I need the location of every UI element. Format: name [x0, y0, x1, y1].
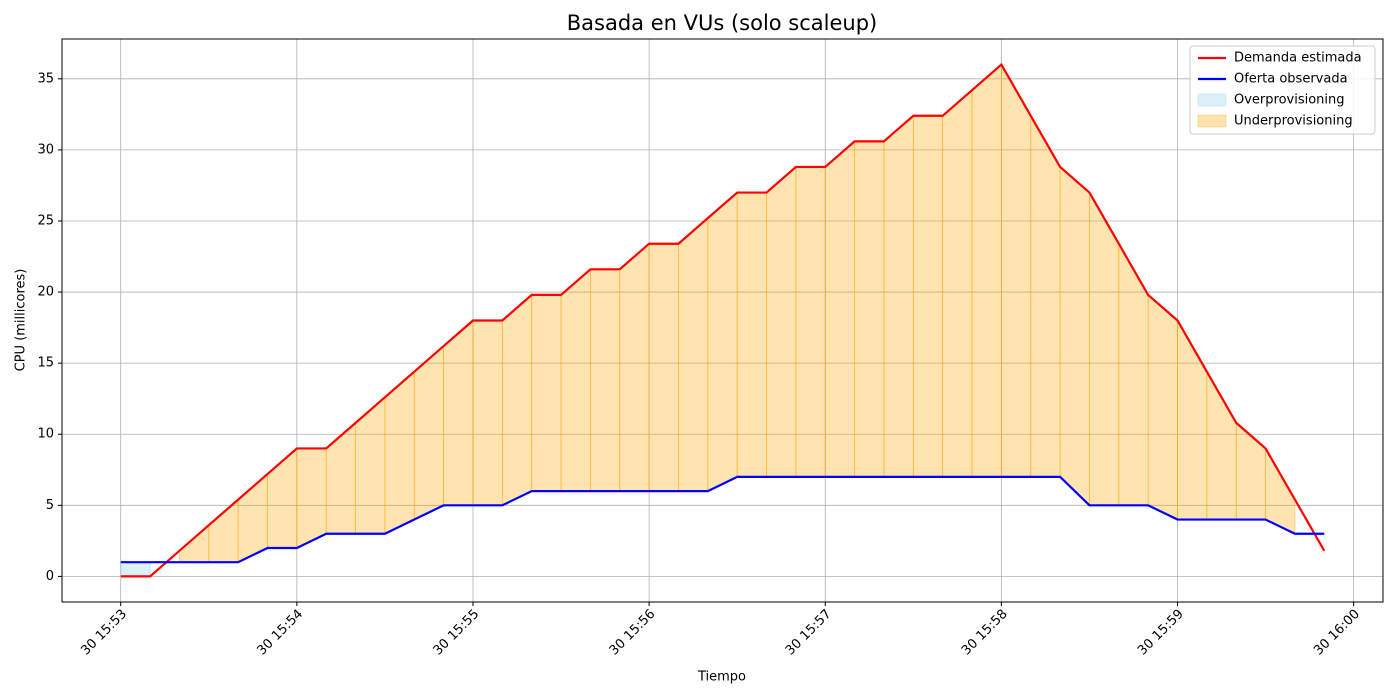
- underprovisioning-area: [413, 345, 445, 521]
- x-tick-label: 30 15:58: [959, 607, 1011, 659]
- y-tick-label: 30: [37, 142, 54, 157]
- legend-label: Oferta observada: [1234, 72, 1348, 87]
- underprovisioning-area: [795, 166, 826, 478]
- y-tick-label: 25: [37, 213, 54, 228]
- underprovisioning-area: [179, 524, 210, 563]
- underprovisioning-area: [296, 448, 327, 549]
- x-tick-label: 30 15:57: [783, 607, 835, 659]
- legend-label: Overprovisioning: [1234, 93, 1345, 108]
- legend-label: Demanda estimada: [1234, 51, 1362, 66]
- underprovisioning-area: [707, 191, 738, 492]
- underprovisioning-area: [1235, 421, 1266, 520]
- legend-patch: [1197, 93, 1227, 107]
- x-tick-label: 30 15:53: [78, 607, 130, 659]
- underprovisioning-area: [1089, 191, 1120, 506]
- underprovisioning-area: [1147, 294, 1178, 521]
- y-tick-label: 20: [37, 285, 54, 300]
- y-tick-label: 15: [37, 356, 54, 371]
- x-tick-label: 30 15:56: [607, 607, 659, 659]
- underprovisioning-area: [1118, 242, 1149, 506]
- underprovisioning-area: [325, 421, 356, 535]
- underprovisioning-area: [1177, 318, 1208, 520]
- plot-frame: [61, 38, 1384, 603]
- underprovisioning-area: [1059, 166, 1090, 507]
- x-tick-label: 30 15:59: [1135, 607, 1187, 659]
- underprovisioning-area: [824, 140, 855, 478]
- underprovisioning-area: [560, 268, 591, 492]
- legend-box: [1189, 45, 1376, 135]
- underprovisioning-area: [912, 115, 944, 478]
- x-tick-label: 30 15:54: [254, 607, 306, 659]
- y-tick-label: 10: [37, 427, 54, 442]
- underprovisioning-area: [942, 89, 973, 478]
- series-line: [120, 62, 1326, 578]
- underprovisioning-area: [971, 63, 1002, 478]
- y-tick-label: 0: [46, 569, 54, 584]
- x-axis-label: Tiempo: [697, 670, 746, 685]
- underprovisioning-area: [648, 243, 679, 492]
- underprovisioning-area: [208, 498, 239, 563]
- underprovisioning-area: [883, 114, 914, 478]
- underprovisioning-area: [736, 192, 767, 478]
- underprovisioning-area: [501, 294, 533, 506]
- underprovisioning-area: [766, 166, 797, 478]
- y-axis-label: CPU (millicores): [14, 269, 29, 372]
- underprovisioning-area: [1206, 370, 1237, 520]
- y-tick-label: 5: [46, 498, 54, 513]
- legend-label: Underprovisioning: [1234, 114, 1353, 129]
- x-tick-label: 30 16:00: [1311, 607, 1363, 659]
- y-tick-label: 35: [37, 71, 54, 86]
- underprovisioning-area: [267, 447, 298, 549]
- underprovisioning-area: [443, 319, 474, 506]
- series-line: [120, 475, 1325, 564]
- legend-patch: [1197, 114, 1227, 128]
- underprovisioning-area: [531, 294, 562, 492]
- underprovisioning-area: [619, 242, 650, 492]
- chart-title: Basada en VUs (solo scaleup): [567, 11, 878, 35]
- underprovisioning-area: [678, 217, 709, 492]
- underprovisioning-area: [384, 370, 415, 535]
- underprovisioning-area: [1000, 63, 1032, 478]
- x-tick-label: 30 15:55: [431, 607, 483, 659]
- underprovisioning-area: [1030, 114, 1061, 478]
- underprovisioning-area: [590, 268, 621, 492]
- overprovisioning-area: [120, 561, 151, 577]
- underprovisioning-area: [854, 140, 885, 478]
- underprovisioning-area: [472, 320, 503, 506]
